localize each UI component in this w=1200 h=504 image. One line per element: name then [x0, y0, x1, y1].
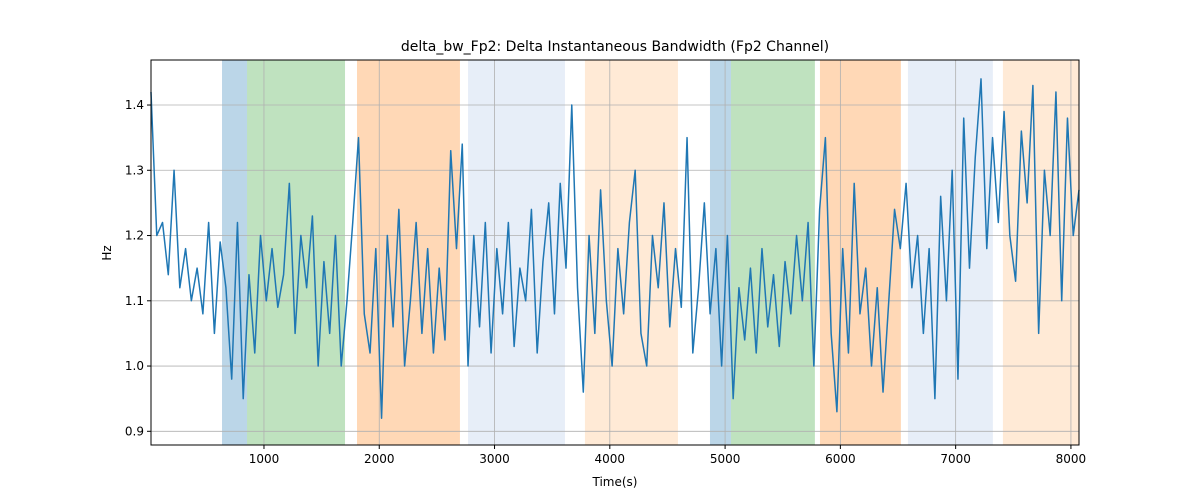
shaded-span: [584, 60, 678, 445]
y-tick-label: 0.9: [125, 424, 144, 438]
x-tick-label: 6000: [825, 452, 856, 466]
y-tick-label: 1.4: [125, 98, 144, 112]
shaded-span: [357, 60, 460, 445]
lines: [150, 78, 1080, 419]
shaded-span: [819, 60, 901, 445]
shaded-span: [907, 60, 993, 445]
grid: [151, 60, 1079, 445]
chart-title: delta_bw_Fp2: Delta Instantaneous Bandwi…: [401, 39, 829, 55]
x-tick-label: 8000: [1056, 452, 1087, 466]
shaded-span: [709, 60, 731, 445]
x-tick-label: 7000: [940, 452, 971, 466]
x-tick-label: 3000: [479, 452, 510, 466]
y-tick-label: 1.0: [125, 359, 144, 373]
y-tick-label: 1.2: [125, 229, 144, 243]
y-axis-label: Hz: [100, 245, 114, 260]
shaded-span: [730, 60, 815, 445]
x-tick-label: 4000: [595, 452, 626, 466]
plot-frame: [150, 59, 1080, 446]
data-line: [150, 78, 1080, 419]
shaded-span: [247, 60, 346, 445]
y-tick-label: 1.1: [125, 294, 144, 308]
x-tick-label: 1000: [249, 452, 280, 466]
ticks: 1000 2000 3000 4000 5000 6000 7000 8000 0.9 1.0 1.…: [125, 98, 1086, 466]
shaded-span: [468, 60, 565, 445]
x-tick-label: 2000: [364, 452, 395, 466]
x-axis-label: Time(s): [592, 475, 638, 489]
y-tick-label: 1.3: [125, 163, 144, 177]
x-tick-label: 5000: [710, 452, 741, 466]
